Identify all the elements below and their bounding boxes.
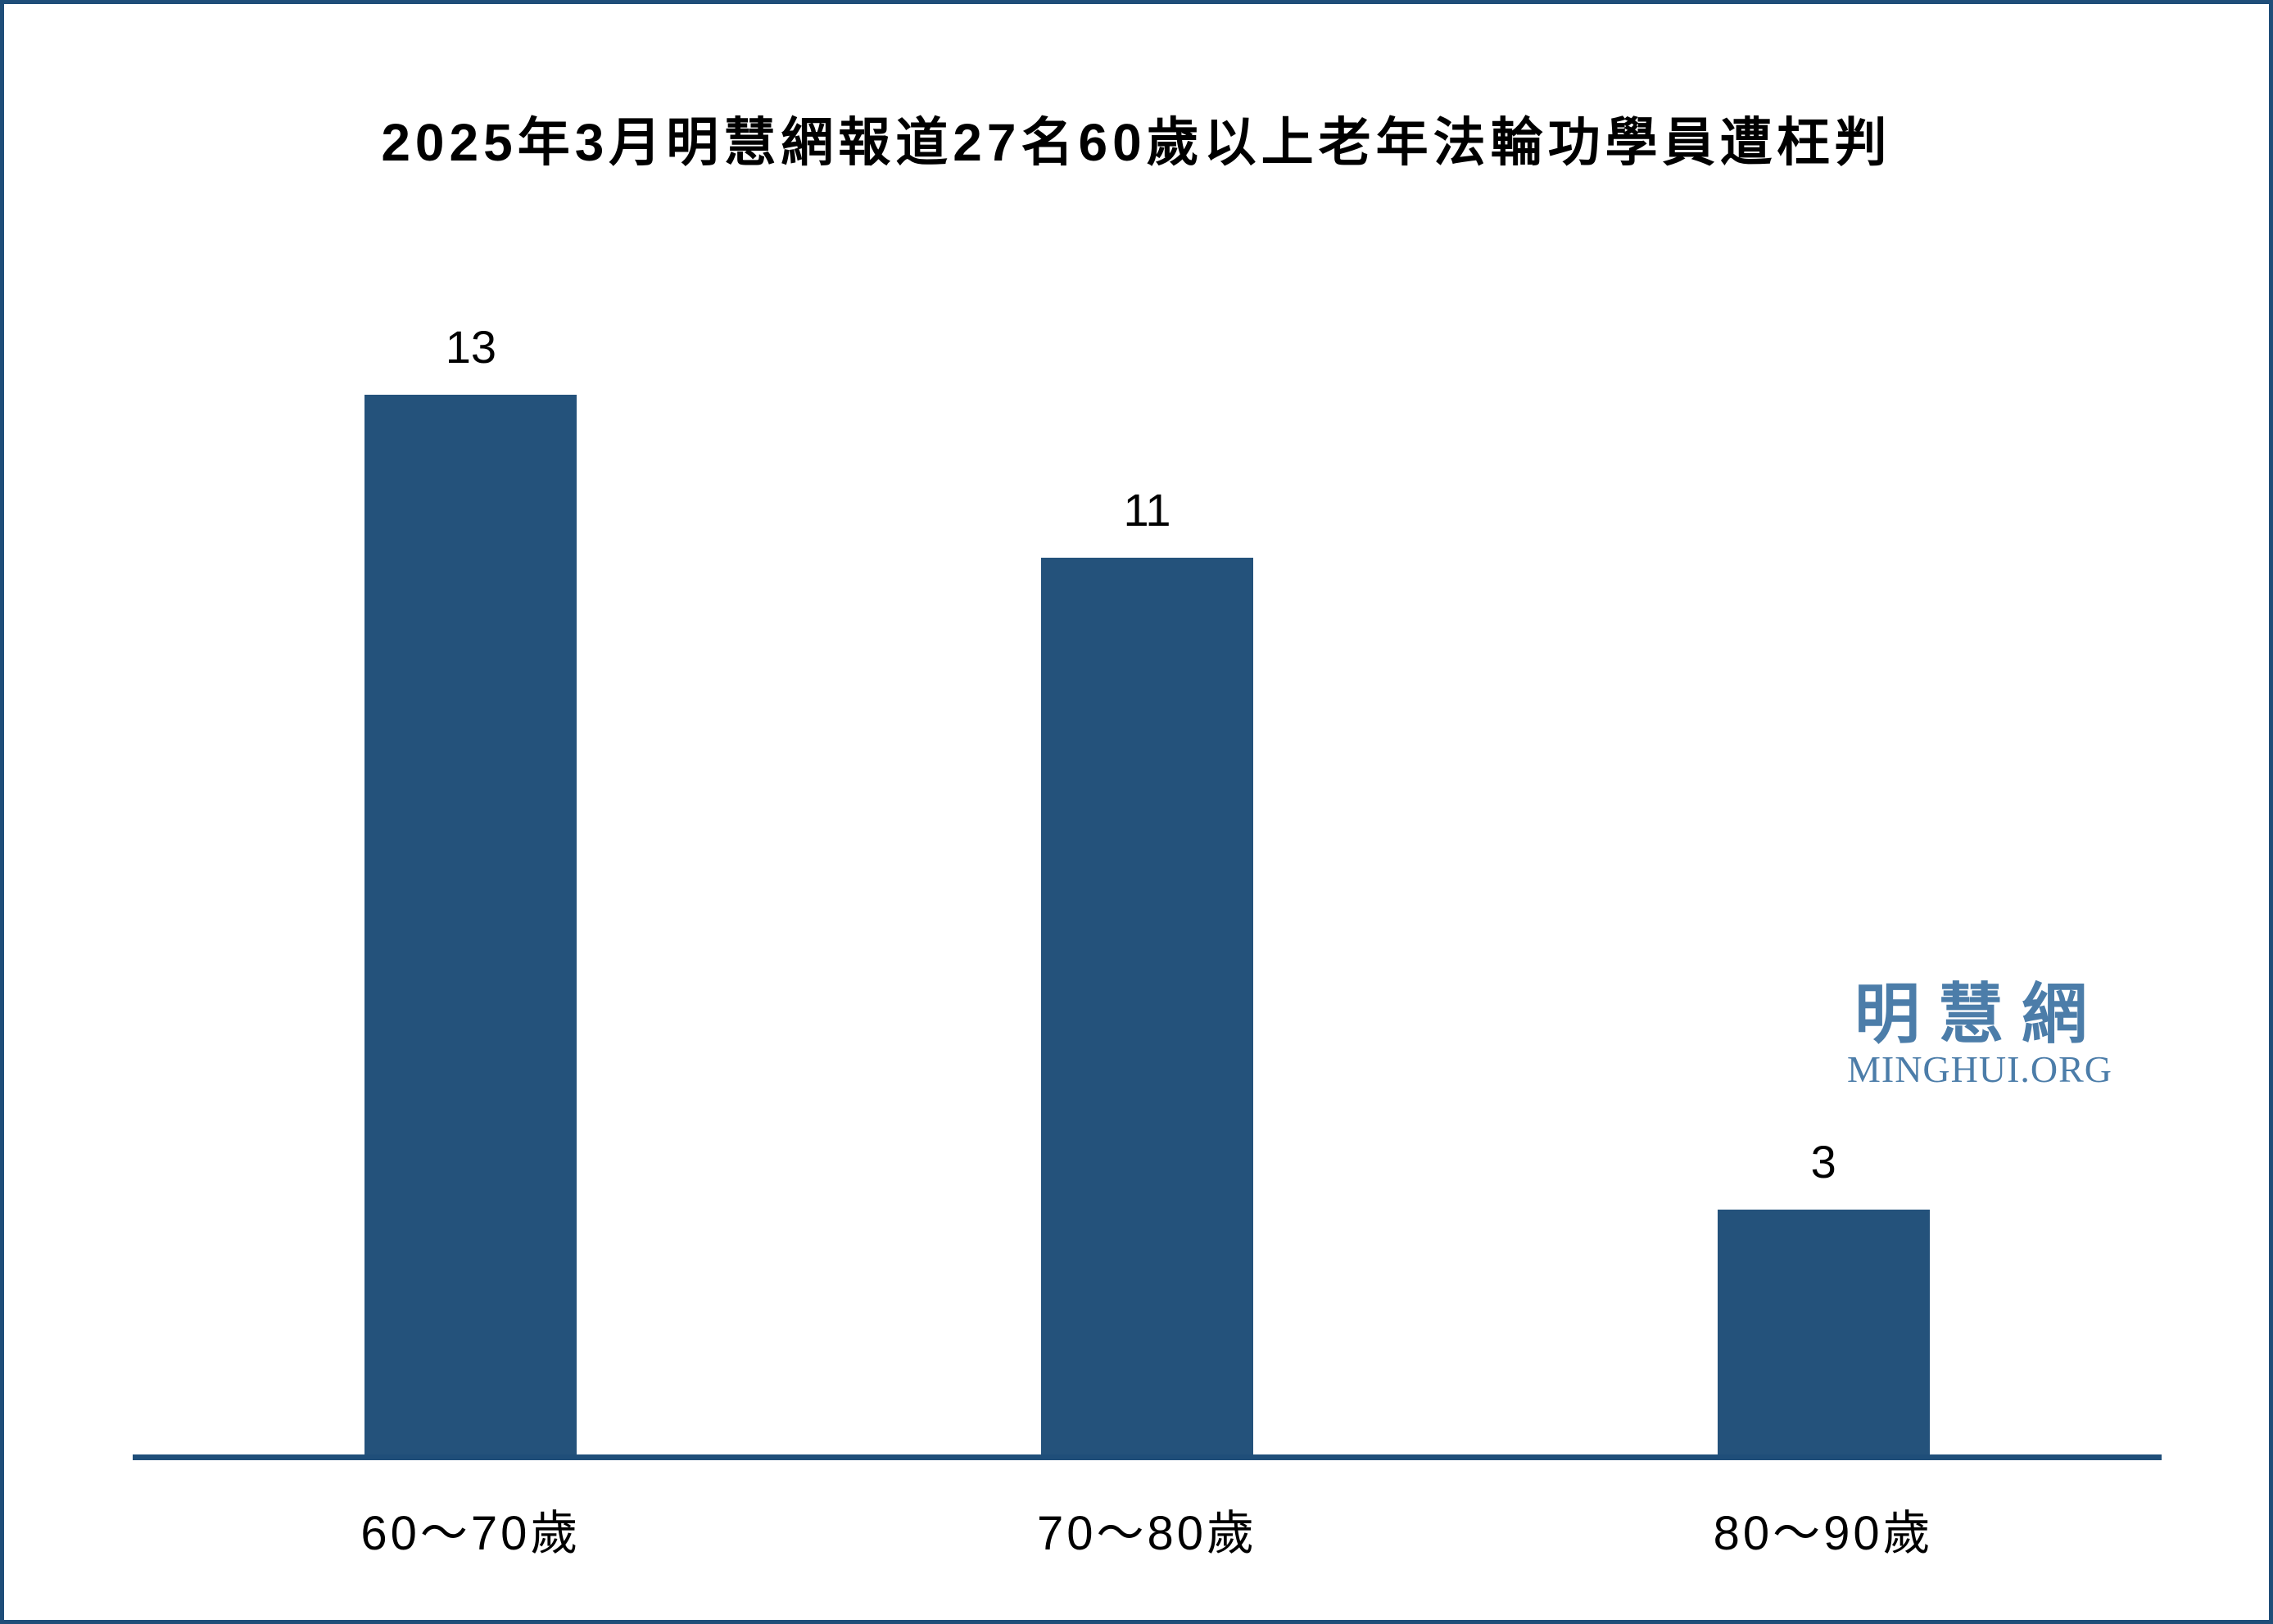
bar-value-label: 11	[1123, 484, 1171, 536]
bar-value-label: 13	[445, 321, 496, 373]
x-axis-line	[133, 1454, 2162, 1460]
chart-title: 2025年3月明慧網報道27名60歲以上老年法輪功學員遭枉判	[381, 113, 1892, 172]
bar	[1717, 1210, 1930, 1454]
x-axis-category-label: 80～90歲	[1713, 1507, 1934, 1560]
bar	[1041, 558, 1253, 1454]
bar-group: 11	[809, 487, 1486, 1454]
x-axis-category-label: 60～70歲	[360, 1507, 582, 1560]
bar-group: 3	[1485, 1139, 2162, 1454]
watermark-site-url: MINGHUI.ORG	[1846, 1048, 2113, 1090]
minghui-watermark: 明慧網 MINGHUI.ORG	[1812, 980, 2148, 1091]
bar-group: 13	[133, 324, 809, 1454]
plot-area: 13 11 3	[133, 4, 2162, 1454]
x-axis-labels: 60～70歲 70～80歲 80～90歲	[133, 1495, 2162, 1563]
watermark-cjk-text: 明慧網	[1854, 978, 2105, 1051]
x-axis-category-label: 70～80歲	[1036, 1507, 1258, 1560]
bar-value-label: 3	[1810, 1136, 1836, 1187]
bar	[364, 395, 577, 1454]
